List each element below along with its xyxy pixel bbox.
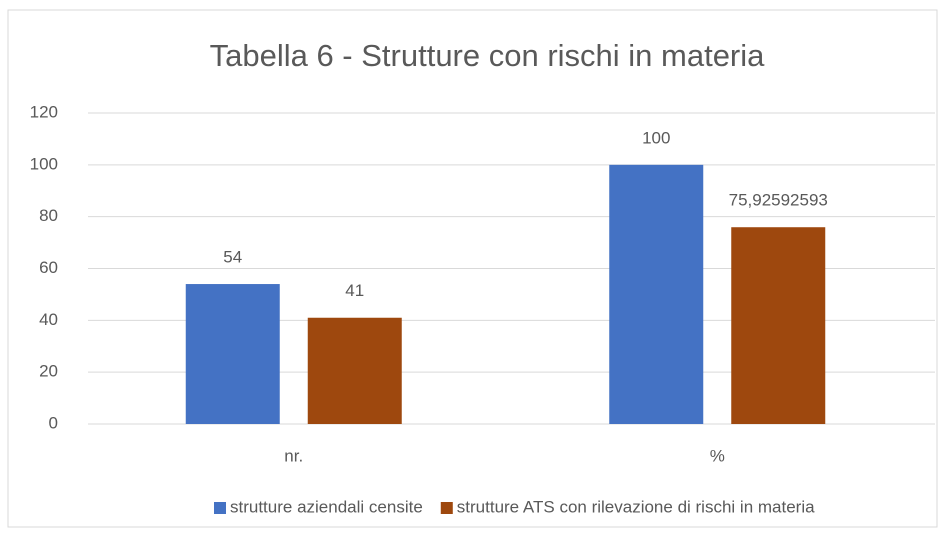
bar (185, 284, 280, 424)
data-label: 41 (345, 281, 364, 300)
bar (731, 227, 826, 424)
y-tick-label: 0 (49, 413, 58, 432)
data-label: 100 (642, 128, 670, 147)
legend-label: strutture aziendali censite (230, 497, 423, 516)
y-tick-label: 20 (39, 362, 58, 381)
data-label: 54 (223, 248, 242, 267)
bar (307, 317, 402, 424)
y-tick-label: 40 (39, 310, 58, 329)
data-label: 75,92592593 (729, 191, 828, 210)
y-tick-label: 60 (39, 258, 58, 277)
y-tick-label: 80 (39, 206, 58, 225)
x-tick-label: nr. (284, 446, 303, 465)
chart-title: Tabella 6 - Strutture con rischi in mate… (210, 38, 766, 73)
y-tick-label: 100 (30, 154, 58, 173)
bar (609, 164, 704, 425)
legend-swatch (214, 502, 226, 514)
legend-swatch (440, 502, 453, 514)
y-tick-label: 120 (30, 102, 58, 121)
legend-label: strutture ATS con rilevazione di rischi … (457, 497, 815, 516)
x-tick-label: % (710, 446, 725, 465)
